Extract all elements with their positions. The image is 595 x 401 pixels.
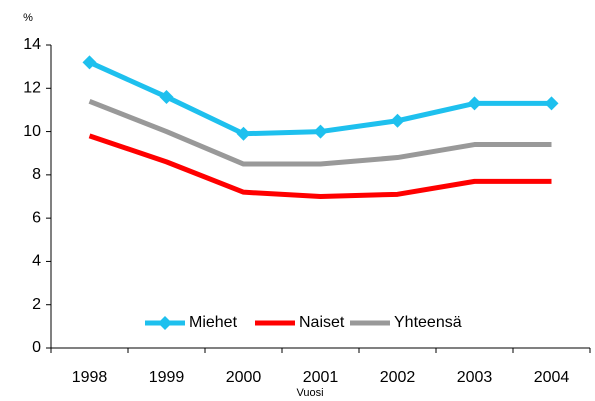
y-tick-label: 8	[32, 166, 41, 183]
y-tick-label: 0	[32, 339, 41, 356]
x-tick-label: 2002	[380, 369, 416, 386]
y-tick-label: 10	[23, 123, 41, 140]
y-tick-label: 14	[23, 36, 41, 53]
y-axis-label: %	[23, 12, 33, 24]
marker	[467, 96, 482, 111]
y-tick-label: 4	[32, 253, 41, 270]
x-tick-label: 2000	[226, 369, 262, 386]
marker	[82, 55, 97, 70]
legend-label: Miehet	[189, 314, 238, 331]
marker	[236, 126, 251, 141]
marker	[544, 96, 559, 111]
x-axis-label: Vuosi	[296, 387, 323, 399]
series-line	[88, 133, 552, 199]
legend-label: Yhteensä	[394, 314, 462, 331]
legend-label: Naiset	[299, 314, 345, 331]
marker	[313, 124, 328, 139]
series-line	[88, 98, 552, 167]
marker	[159, 89, 174, 104]
x-tick-label: 2004	[534, 369, 570, 386]
x-tick-label: 2001	[303, 369, 339, 386]
x-tick-label: 1999	[149, 369, 185, 386]
x-tick-label: 2003	[457, 369, 493, 386]
y-tick-label: 2	[32, 296, 41, 313]
y-tick-label: 12	[23, 80, 41, 97]
legend-marker	[158, 316, 172, 330]
y-tick-label: 6	[32, 209, 41, 226]
series-line	[88, 60, 552, 137]
x-tick-label: 1998	[72, 369, 108, 386]
marker	[390, 113, 405, 128]
